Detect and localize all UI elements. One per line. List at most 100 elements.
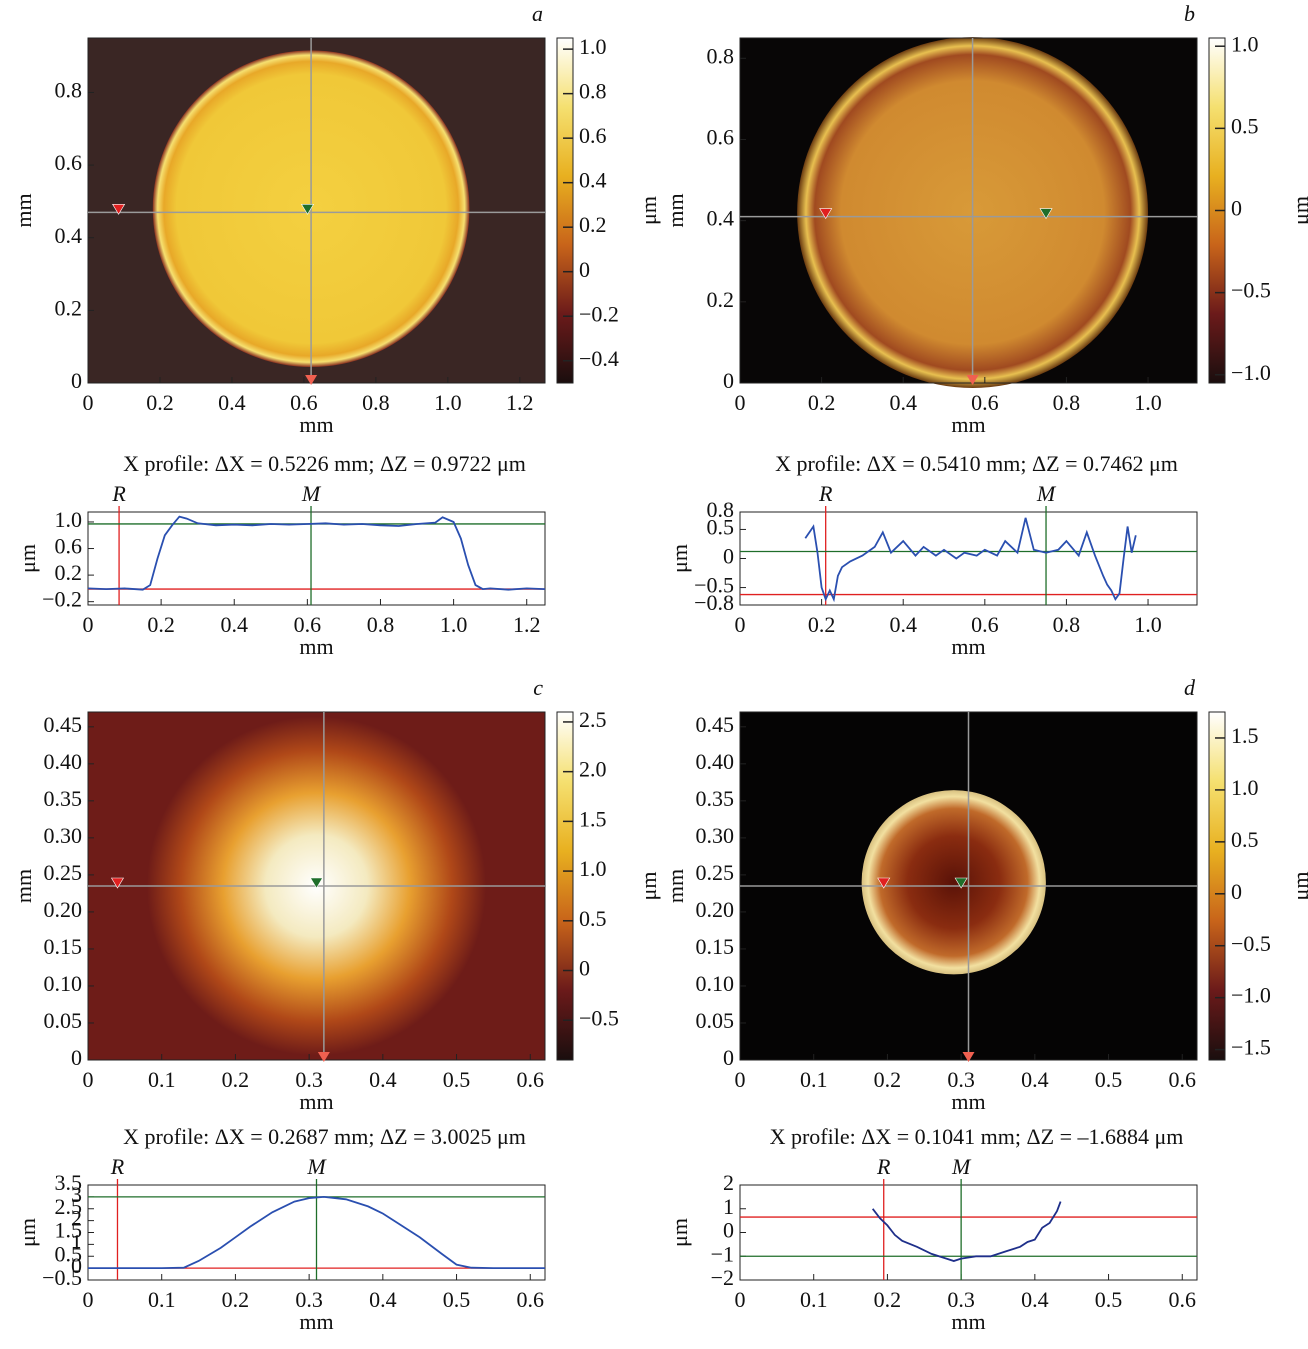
y-axis-label: μm xyxy=(667,1218,692,1247)
x-tick-label: 0.3 xyxy=(947,1067,975,1092)
x-tick-label: 0.8 xyxy=(362,390,390,415)
profile-marker xyxy=(819,208,833,220)
x-tick-label: 0.4 xyxy=(369,1067,397,1092)
x-tick-label: 0.6 xyxy=(1169,1287,1197,1312)
y-axis-label: μm xyxy=(15,1218,40,1247)
panel-label: b xyxy=(1184,1,1195,26)
x-tick-label: 0.6 xyxy=(971,390,999,415)
colorbar-label: μm xyxy=(1288,196,1308,225)
colorbar-tick-label: 1.0 xyxy=(579,856,607,881)
x-axis-label: mm xyxy=(951,412,985,437)
x-tick-label: 0.4 xyxy=(220,612,248,637)
plot-frame xyxy=(87,511,546,606)
y-tick-label: 0.10 xyxy=(44,971,83,996)
colorbar-tick-label: 1.0 xyxy=(1231,775,1259,800)
y-axis-label: mm xyxy=(663,869,688,903)
colorbar xyxy=(556,37,574,384)
y-tick-label: 1 xyxy=(723,1194,734,1219)
profile-line xyxy=(804,517,1137,603)
y-tick-label: 0.4 xyxy=(707,206,735,231)
colorbar-tick-label: −0.5 xyxy=(1231,278,1271,303)
x-axis-label: mm xyxy=(299,634,333,659)
x-tick-label: 1.0 xyxy=(434,390,462,415)
x-tick-label: 0.2 xyxy=(147,612,175,637)
x-tick-label: 0.6 xyxy=(971,612,999,637)
crosshair-marker xyxy=(317,1052,330,1062)
y-tick-label: 0.6 xyxy=(55,150,83,175)
y-tick-label: 0 xyxy=(723,1218,734,1243)
x-tick-label: 0.6 xyxy=(294,612,322,637)
profile-line xyxy=(87,515,546,591)
x-axis-label: mm xyxy=(299,1309,333,1334)
map-feature xyxy=(861,790,1046,975)
marker-label: M xyxy=(1036,481,1057,506)
profile-marker xyxy=(300,204,315,215)
colorbar-tick-label: 0.5 xyxy=(1231,827,1259,852)
y-tick-label: −0.2 xyxy=(42,587,82,612)
y-tick-label: 3.5 xyxy=(55,1170,83,1195)
x-tick-label: 0.4 xyxy=(218,390,246,415)
y-tick-label: −0.5 xyxy=(42,1265,82,1290)
y-tick-label: 0.20 xyxy=(696,897,735,922)
marker-label: M xyxy=(301,481,322,506)
colorbar-tick-label: 2.0 xyxy=(579,757,607,782)
colorbar-tick-label: 0.5 xyxy=(1231,113,1259,138)
colorbar-tick-label: 0.4 xyxy=(579,168,607,193)
y-tick-label: 0 xyxy=(71,368,82,393)
plot-frame xyxy=(739,1184,1198,1281)
x-tick-label: 0.5 xyxy=(443,1067,471,1092)
x-tick-label: 0.6 xyxy=(517,1067,545,1092)
crosshair-marker xyxy=(962,1052,975,1062)
colorbar-tick-label: 0 xyxy=(1231,196,1242,221)
y-tick-label: 0 xyxy=(71,1045,82,1070)
y-tick-label: −1 xyxy=(711,1241,734,1266)
marker-label: M xyxy=(306,1154,327,1179)
x-tick-label: 0.2 xyxy=(146,390,174,415)
y-tick-label: 0.2 xyxy=(55,295,83,320)
colorbar-tick-label: 1.5 xyxy=(579,806,607,831)
x-tick-label: 0 xyxy=(735,1287,746,1312)
colorbar-tick-label: 0.8 xyxy=(579,79,607,104)
x-tick-label: 0.5 xyxy=(1095,1067,1123,1092)
y-tick-label: 0 xyxy=(723,368,734,393)
x-tick-label: 0.2 xyxy=(874,1067,902,1092)
y-tick-label: 0.40 xyxy=(696,749,735,774)
crosshair-marker xyxy=(966,375,979,385)
x-tick-label: 0.2 xyxy=(874,1287,902,1312)
profile-marker xyxy=(309,877,324,889)
y-tick-label: 3 xyxy=(71,1182,82,1207)
x-tick-label: 0.4 xyxy=(889,390,917,415)
marker-label: R xyxy=(110,1154,125,1179)
profile-title: X profile: ΔX = 0.2687 mm; ΔZ = 3.0025 μ… xyxy=(123,1124,526,1149)
crosshair-marker xyxy=(305,375,318,385)
x-tick-label: 0.8 xyxy=(367,612,395,637)
x-tick-label: 0.1 xyxy=(800,1287,828,1312)
colorbar-tick-label: 0.6 xyxy=(579,123,607,148)
y-axis-label: mm xyxy=(11,193,36,227)
x-tick-label: 0.1 xyxy=(148,1287,176,1312)
x-tick-label: 0.5 xyxy=(443,1287,471,1312)
colorbar-label: μm xyxy=(636,196,661,225)
y-tick-label: 0.5 xyxy=(707,514,735,539)
plot-frame xyxy=(87,37,546,384)
y-tick-label: 0.30 xyxy=(44,823,83,848)
y-axis-label: mm xyxy=(663,193,688,227)
y-tick-label: 0.20 xyxy=(44,897,83,922)
y-tick-label: 0.15 xyxy=(44,934,83,959)
marker-label: R xyxy=(876,1154,891,1179)
x-tick-label: 0.4 xyxy=(1021,1067,1049,1092)
profile-marker xyxy=(110,877,125,889)
y-tick-label: 0 xyxy=(71,1253,82,1278)
x-tick-label: 0 xyxy=(83,1287,94,1312)
x-axis-label: mm xyxy=(951,1309,985,1334)
y-tick-label: 0.4 xyxy=(55,223,83,248)
y-tick-label: 0.2 xyxy=(707,287,735,312)
x-tick-label: 1.0 xyxy=(440,612,468,637)
panel-label: c xyxy=(533,675,543,700)
x-tick-label: 0.6 xyxy=(290,390,318,415)
x-tick-label: 0.3 xyxy=(295,1067,323,1092)
colorbar-tick-label: −0.5 xyxy=(1231,931,1271,956)
y-tick-label: 0.10 xyxy=(696,971,735,996)
profile-line xyxy=(871,1201,1062,1262)
